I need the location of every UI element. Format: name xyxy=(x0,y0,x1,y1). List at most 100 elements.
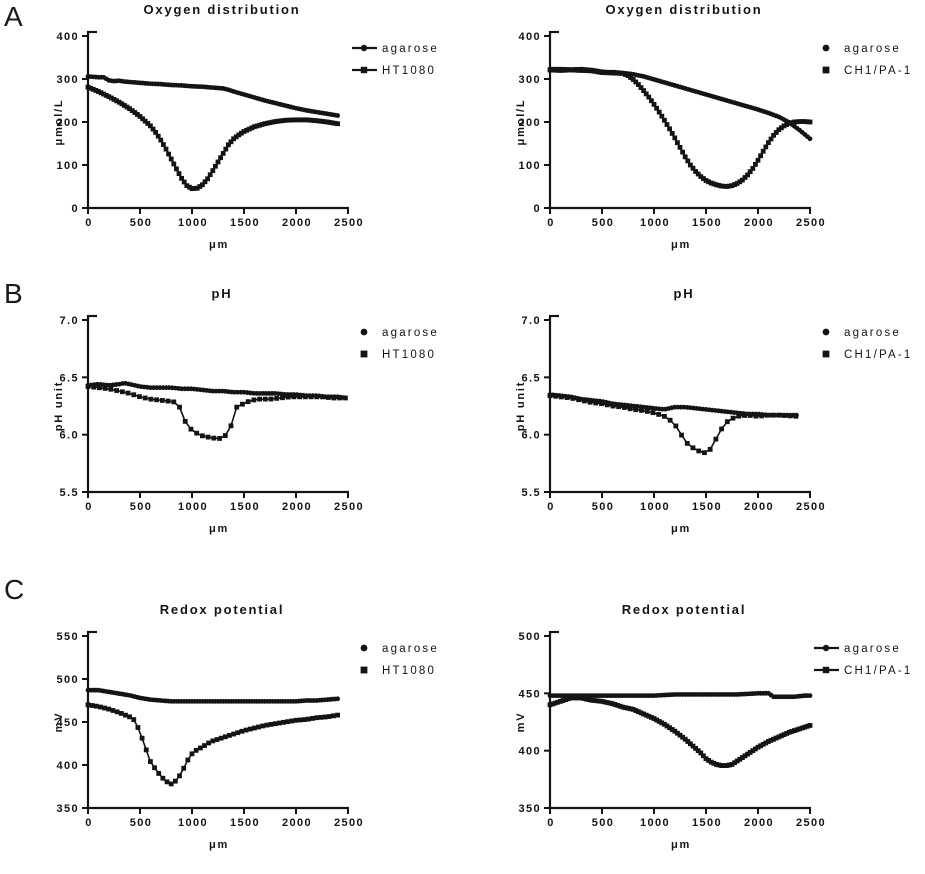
square-marker xyxy=(207,172,213,178)
square-marker xyxy=(184,183,190,189)
square-marker xyxy=(607,70,613,76)
square-marker xyxy=(727,762,732,768)
square-marker xyxy=(85,384,91,389)
circle-icon xyxy=(360,44,368,52)
square-marker xyxy=(171,399,177,405)
y-tick-label: 400 xyxy=(518,746,541,758)
square-marker xyxy=(607,700,613,706)
square-marker xyxy=(302,394,308,400)
square-marker xyxy=(555,699,561,705)
legend-item: CH1/PA-1 xyxy=(822,65,910,77)
square-marker xyxy=(706,758,711,763)
square-marker xyxy=(550,67,555,73)
square-marker xyxy=(742,175,748,180)
square-marker xyxy=(322,119,327,125)
square-marker xyxy=(176,171,182,176)
square-marker xyxy=(565,696,571,702)
x-tick-label: 1500 xyxy=(692,817,722,829)
square-marker xyxy=(711,181,717,187)
square-marker xyxy=(604,700,610,705)
square-marker xyxy=(745,751,750,757)
square-marker xyxy=(243,727,249,733)
square-marker xyxy=(547,393,553,399)
y-tick-label: 300 xyxy=(56,74,79,86)
square-marker xyxy=(675,140,680,146)
square-marker xyxy=(708,180,714,186)
square-marker xyxy=(143,747,149,753)
square-marker xyxy=(114,388,119,393)
square-marker xyxy=(142,395,148,401)
square-marker xyxy=(85,702,91,708)
square-marker xyxy=(185,757,191,763)
square-icon xyxy=(360,66,368,74)
square-marker xyxy=(131,392,137,398)
square-marker xyxy=(211,435,217,441)
circle-marker xyxy=(807,693,813,699)
square-marker xyxy=(301,117,307,123)
chart-title: Redox potential xyxy=(160,602,285,617)
square-marker xyxy=(667,417,673,423)
square-marker xyxy=(713,436,719,442)
square-marker xyxy=(677,732,683,738)
y-tick-label: 200 xyxy=(518,117,541,129)
square-marker xyxy=(194,185,200,191)
square-marker xyxy=(591,698,597,703)
square-marker xyxy=(103,92,109,98)
square-marker xyxy=(646,94,652,100)
square-marker xyxy=(747,749,753,755)
legend-label: agarose xyxy=(382,43,439,55)
square-marker xyxy=(623,705,628,711)
square-marker xyxy=(106,94,112,100)
legend-item: agarose xyxy=(822,43,899,55)
square-marker xyxy=(602,70,607,76)
y-tick-label: 5.5 xyxy=(522,487,542,499)
panel-label-b: B xyxy=(4,278,23,309)
square-marker xyxy=(602,699,607,705)
square-marker xyxy=(262,396,268,402)
y-tick-label: 100 xyxy=(56,160,79,172)
square-marker xyxy=(732,760,737,766)
square-marker xyxy=(698,174,704,180)
square-marker xyxy=(274,395,280,401)
square-marker xyxy=(197,184,203,189)
square-marker xyxy=(168,156,174,162)
square-marker xyxy=(131,717,137,722)
square-marker xyxy=(680,734,685,740)
square-marker xyxy=(693,169,698,174)
square-marker xyxy=(291,394,297,400)
square-marker xyxy=(252,725,257,731)
chart-ph-ch1pa1: pH 5.5 6.0 6.5 7.0 0 500 1000 1500 2000 2500 pH uni… xyxy=(462,286,924,558)
square-marker xyxy=(633,407,639,413)
square-marker xyxy=(679,432,684,438)
square-marker xyxy=(651,101,657,107)
square-marker xyxy=(210,738,216,744)
x-tick-label: 0 xyxy=(547,817,555,829)
square-marker xyxy=(552,67,558,73)
x-tick-label: 2000 xyxy=(744,501,774,513)
square-marker xyxy=(330,120,335,126)
x-tick-label: 500 xyxy=(592,501,615,513)
square-marker xyxy=(641,711,646,717)
square-marker xyxy=(680,149,685,155)
square-marker xyxy=(711,760,717,766)
square-marker xyxy=(177,773,182,779)
square-marker xyxy=(231,136,236,142)
square-marker xyxy=(643,712,649,718)
square-marker xyxy=(246,126,252,132)
square-marker xyxy=(571,67,576,73)
square-marker xyxy=(724,184,730,189)
square-marker xyxy=(599,70,605,75)
square-marker xyxy=(776,734,782,740)
square-marker xyxy=(597,698,602,704)
legend-item: CH1/PA-1 xyxy=(822,349,910,361)
series-ch1-pa-1 xyxy=(547,67,813,189)
square-marker xyxy=(690,743,696,749)
square-marker xyxy=(673,423,679,429)
chart-title: pH xyxy=(674,286,695,301)
square-marker xyxy=(268,396,274,402)
square-marker xyxy=(272,721,278,727)
x-tick-label: 2500 xyxy=(334,501,364,513)
square-marker xyxy=(564,395,570,400)
square-marker xyxy=(283,117,288,123)
square-marker xyxy=(776,127,782,133)
